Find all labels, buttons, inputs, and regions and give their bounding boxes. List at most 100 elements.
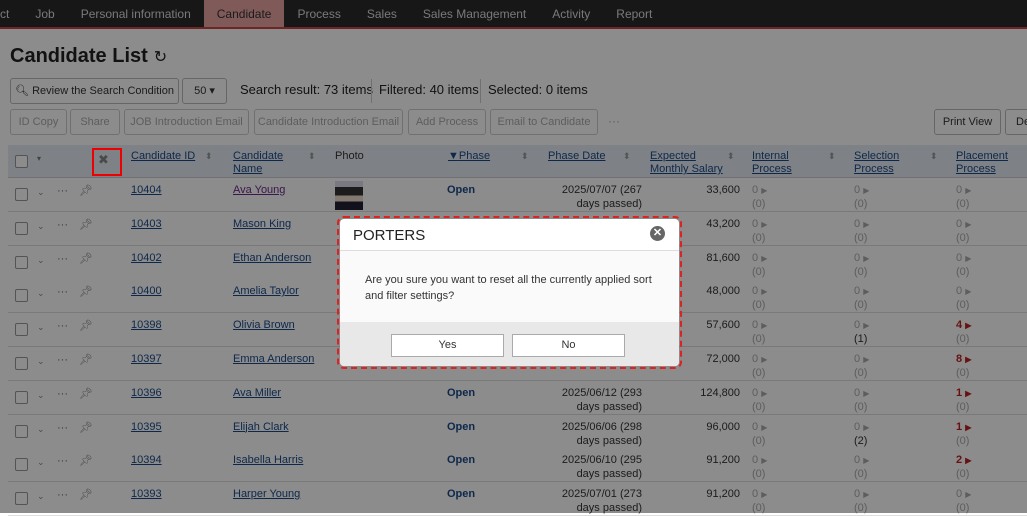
selection-process-count[interactable]: 0 ▶ [854, 217, 870, 230]
action-button-email-to-candidate[interactable]: Email to Candidate [490, 109, 598, 135]
more-icon[interactable]: ··· [57, 252, 68, 265]
more-icon[interactable]: ··· [57, 421, 68, 434]
pin-icon[interactable]: 📌︎ [79, 252, 93, 265]
close-icon[interactable]: ✕ [650, 226, 665, 241]
placement-process-count[interactable]: 0 ▶ [956, 285, 972, 298]
candidate-name-link[interactable]: Olivia Brown [233, 319, 295, 332]
expand-chevron-icon[interactable]: ⌄ [37, 254, 45, 265]
candidate-id-link[interactable]: 10404 [131, 184, 162, 196]
pin-icon[interactable]: 📌︎ [79, 455, 93, 468]
internal-process-count[interactable]: 0 ▶ [752, 319, 768, 332]
more-icon[interactable]: ··· [57, 489, 68, 502]
action-button-job-introduction-email[interactable]: JOB Introduction Email [124, 109, 249, 135]
expand-chevron-icon[interactable]: ⌄ [37, 220, 45, 231]
pin-icon[interactable]: 📌︎ [79, 286, 93, 299]
selection-process-count[interactable]: 0 ▶ [854, 386, 870, 399]
yes-button[interactable]: Yes [391, 334, 504, 357]
refresh-icon[interactable]: ↻ [153, 49, 168, 66]
pin-icon[interactable]: 📌︎ [79, 421, 93, 434]
internal-process-count[interactable]: 0 ▶ [752, 217, 768, 230]
placement-process-count[interactable]: 1 ▶ [956, 420, 972, 433]
placement-process-count[interactable]: 0 ▶ [956, 488, 972, 501]
action-button-add-process[interactable]: Add Process [408, 109, 486, 135]
action-button-candidate-introduction-email[interactable]: Candidate Introduction Email [254, 109, 403, 135]
more-icon[interactable]: ··· [57, 387, 68, 400]
candidate-name-link[interactable]: Amelia Taylor [233, 285, 299, 298]
candidate-name-link[interactable]: Harper Young [233, 488, 301, 501]
row-checkbox[interactable] [15, 492, 28, 506]
row-checkbox[interactable] [15, 357, 28, 370]
download-button[interactable]: De [1005, 109, 1027, 135]
nav-item-sales[interactable]: Sales [366, 7, 397, 21]
internal-process-count[interactable]: 0 ▶ [752, 420, 768, 433]
placement-process-count[interactable]: 2 ▶ [956, 454, 972, 467]
expand-chevron-icon[interactable]: ⌄ [37, 322, 45, 333]
action-button-share[interactable]: Share [70, 109, 120, 135]
selection-process-count[interactable]: 0 ▶ [854, 285, 870, 298]
candidate-name-link[interactable]: Isabella Harris [233, 454, 304, 467]
selection-process-count[interactable]: 0 ▶ [854, 319, 870, 332]
nav-item-report[interactable]: Report [616, 7, 653, 21]
placement-process-count[interactable]: 8 ▶ [956, 353, 972, 365]
pin-icon[interactable]: 📌︎ [79, 218, 93, 231]
selection-process-count[interactable]: 0 ▶ [854, 488, 870, 501]
internal-process-count[interactable]: 0 ▶ [752, 285, 768, 298]
expand-chevron-icon[interactable]: ⌄ [37, 389, 45, 400]
per-page-select[interactable]: 50 ▾ [182, 78, 227, 104]
internal-process-count[interactable]: 0 ▶ [752, 251, 768, 264]
internal-process-count[interactable]: 0 ▶ [752, 184, 768, 196]
more-icon[interactable]: ··· [57, 320, 68, 333]
nav-item-candidate[interactable]: Candidate [203, 0, 285, 27]
candidate-name-link[interactable]: Elijah Clark [233, 420, 289, 433]
candidate-id-link[interactable]: 10397 [131, 353, 162, 365]
selection-process-count[interactable]: 0 ▶ [854, 353, 870, 365]
candidate-id-link[interactable]: 10395 [131, 420, 162, 433]
internal-process-count[interactable]: 0 ▶ [752, 386, 768, 399]
nav-item-sales-management[interactable]: Sales Management [422, 7, 527, 21]
header-placement-process[interactable]: Placement Process [956, 150, 1008, 175]
placement-process-count[interactable]: 0 ▶ [956, 251, 972, 264]
candidate-id-link[interactable]: 10403 [131, 217, 162, 230]
expand-chevron-icon[interactable]: ⌄ [37, 457, 45, 468]
selection-process-count[interactable]: 0 ▶ [854, 251, 870, 264]
row-checkbox[interactable] [15, 289, 28, 303]
more-icon[interactable]: ··· [57, 218, 68, 231]
pin-icon[interactable]: 📌︎ [79, 387, 93, 400]
candidate-id-link[interactable]: 10394 [131, 454, 162, 467]
candidate-id-link[interactable]: 10398 [131, 319, 162, 332]
candidate-name-link[interactable]: Ava Young [233, 184, 286, 196]
nav-item-job[interactable]: Job [35, 7, 55, 21]
candidate-id-link[interactable]: 10393 [131, 488, 162, 501]
pin-icon[interactable]: 📌︎ [79, 320, 93, 333]
row-checkbox[interactable] [15, 188, 28, 201]
more-icon[interactable]: ··· [57, 286, 68, 299]
nav-item-activity[interactable]: Activity [552, 7, 591, 21]
more-icon[interactable]: ··· [57, 185, 68, 197]
pin-icon[interactable]: 📌︎ [79, 354, 93, 366]
nav-item-ct[interactable]: ct [0, 7, 10, 21]
more-icon[interactable]: ··· [57, 455, 68, 468]
placement-process-count[interactable]: 1 ▶ [956, 386, 972, 399]
reset-sort-filter-icon[interactable]: ✖︎ [98, 152, 109, 167]
expand-chevron-icon[interactable]: ⌄ [37, 491, 45, 502]
more-icon[interactable]: ··· [57, 354, 68, 366]
expand-chevron-icon[interactable]: ⌄ [37, 288, 45, 299]
select-menu-caret[interactable]: ▾ [37, 154, 42, 163]
candidate-name-link[interactable]: Ava Miller [233, 386, 282, 399]
header-internal-process[interactable]: Internal Process [752, 150, 792, 175]
row-checkbox[interactable] [15, 221, 28, 235]
internal-process-count[interactable]: 0 ▶ [752, 454, 768, 467]
row-checkbox[interactable] [15, 424, 28, 438]
header-phase-date[interactable]: Phase Date [548, 150, 606, 162]
expand-chevron-icon[interactable]: ⌄ [37, 423, 45, 434]
pin-icon[interactable]: 📌︎ [79, 489, 93, 502]
header-expected-salary[interactable]: Expected Monthly Salary [650, 150, 723, 175]
nav-item-personal-information[interactable]: Personal information [80, 7, 191, 21]
selection-process-count[interactable]: 0 ▶ [854, 184, 870, 196]
selection-process-count[interactable]: 0 ▶ [854, 454, 870, 467]
header-candidate-name[interactable]: Candidate Name [233, 150, 284, 175]
row-checkbox[interactable] [15, 255, 28, 269]
header-phase[interactable]: ▼Phase [448, 150, 491, 162]
candidate-id-link[interactable]: 10402 [131, 251, 162, 264]
candidate-name-link[interactable]: Mason King [233, 217, 292, 230]
